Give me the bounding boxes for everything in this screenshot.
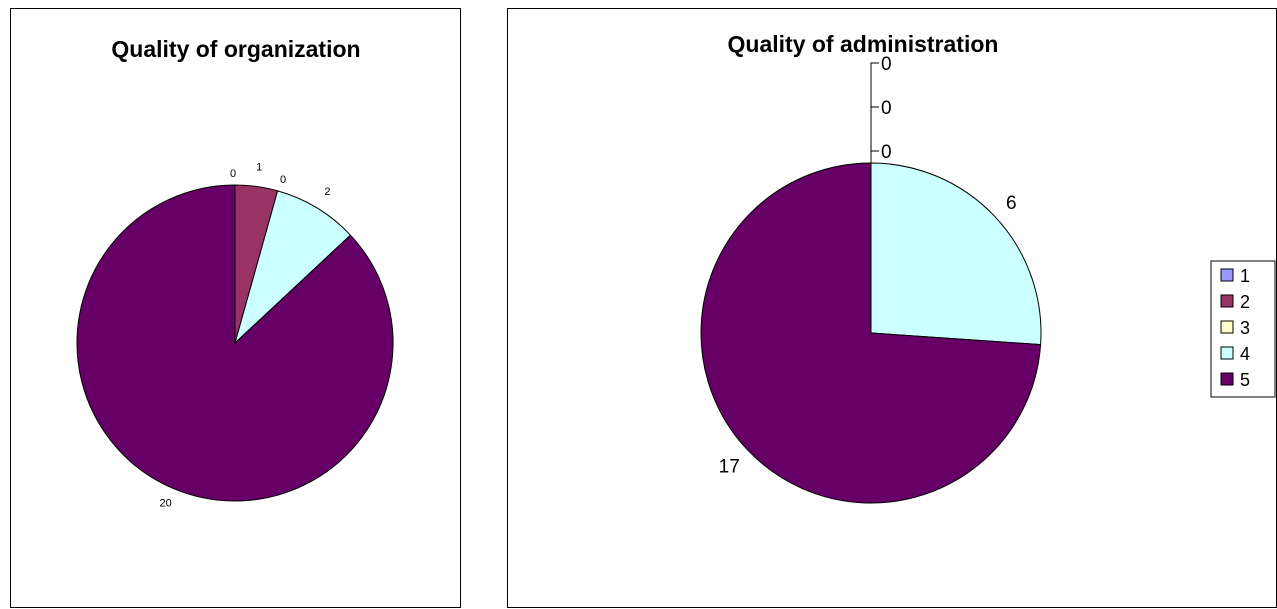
chart-administration-svg: Quality of administration 0 0 0 6 17 1 2 3 4 5 (700, 31, 1276, 504)
data-label-4: 6 (1006, 193, 1017, 214)
legend-swatch-4 (1220, 346, 1234, 360)
data-labels: 0 0 0 6 17 (719, 54, 1017, 477)
legend-label-5: 5 (1240, 370, 1250, 390)
data-label-1: 0 (230, 168, 236, 180)
legend-swatch-2 (1220, 294, 1234, 308)
legend-label-4: 4 (1240, 344, 1250, 364)
pie-slice-4 (234, 190, 352, 345)
legend-label-2: 2 (1240, 292, 1250, 312)
chart-organization-svg: Quality of organization 0 1 0 2 20 (76, 36, 394, 510)
chart-administration: Quality of administration 0 0 0 6 17 1 2 3 4 5 (507, 8, 1277, 608)
data-labels: 0 1 0 2 20 (160, 162, 331, 510)
data-label-2: 0 (881, 98, 892, 119)
chart-title: Quality of administration (728, 31, 999, 57)
pie-slice-5 (76, 184, 394, 502)
legend-swatch-3 (1220, 320, 1234, 334)
data-label-3: 0 (280, 174, 286, 186)
leader-line-2 (870, 106, 879, 163)
data-label-5: 17 (719, 456, 740, 477)
legend: 1 2 3 4 5 (1210, 260, 1276, 398)
pie-slice-5 (700, 162, 1042, 504)
pie-slices (700, 162, 1042, 504)
legend-swatch-1 (1220, 268, 1234, 282)
pie-slices (76, 184, 394, 502)
legend-label-1: 1 (1240, 266, 1250, 286)
pie-slice-4 (870, 162, 1042, 346)
leader-line-1 (870, 150, 879, 163)
data-label-2: 1 (256, 162, 262, 174)
data-label-3: 0 (881, 54, 892, 75)
chart-title: Quality of organization (111, 36, 360, 62)
leader-line-3 (870, 62, 879, 163)
legend-swatch-5 (1220, 372, 1234, 386)
data-label-1: 0 (881, 142, 892, 163)
data-label-4: 2 (324, 186, 330, 198)
legend-label-3: 3 (1240, 318, 1250, 338)
chart-organization: Quality of organization 0 1 0 2 20 (10, 8, 461, 608)
data-label-5: 20 (160, 498, 172, 510)
